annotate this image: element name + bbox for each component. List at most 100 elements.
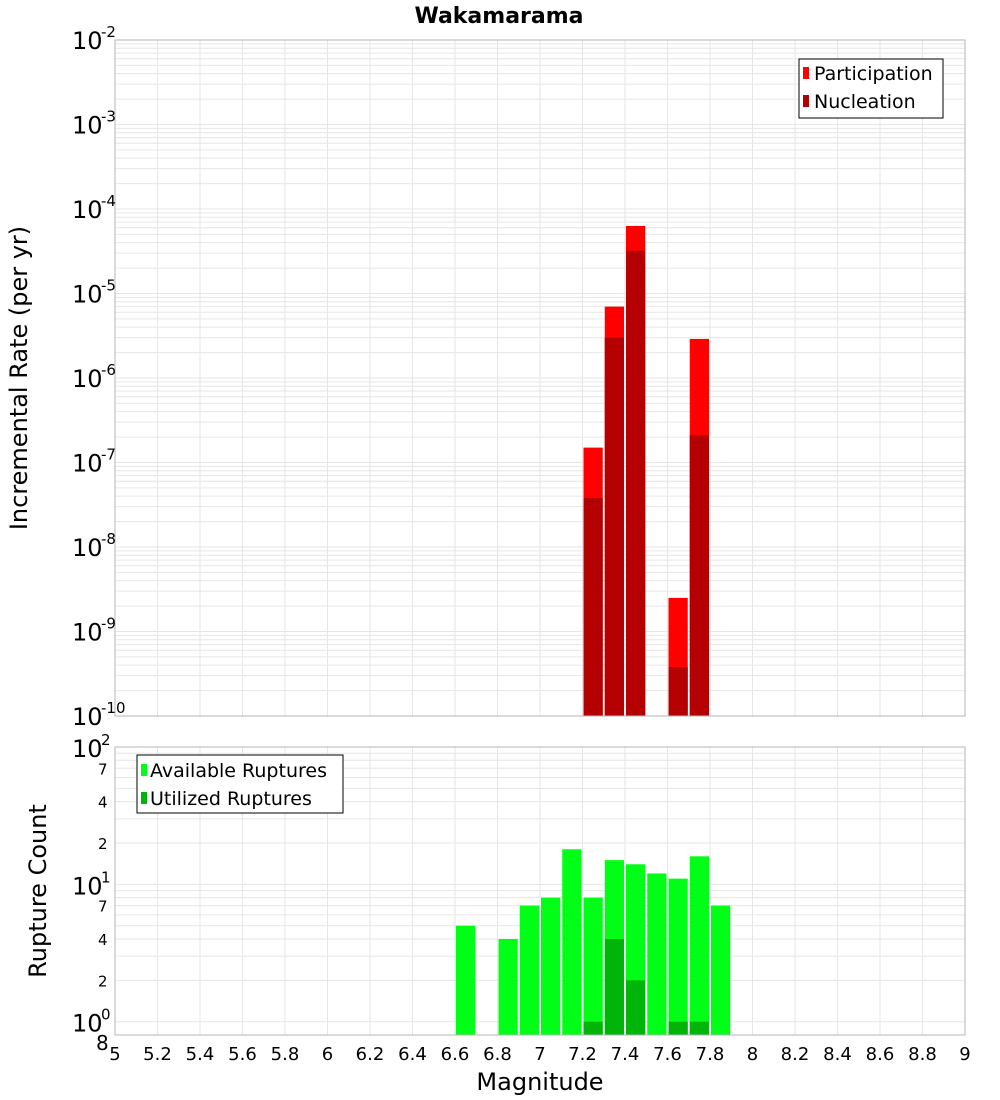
available-bar [519,905,539,1035]
rate-y-tick-exponent: -3 [101,108,116,126]
available-bar [498,939,518,1035]
x-tick-label: 7 [534,1044,545,1065]
count-y-tick-base: 10 [72,872,103,900]
nucleation-bar [689,435,709,716]
x-tick-label: 6.2 [356,1044,385,1065]
available-swatch [141,764,147,776]
available-bar [647,873,667,1035]
rate-plot-bars [583,225,709,716]
x-tick-label: 6.4 [398,1044,427,1065]
x-tick-labels: 5 5.2 5.4 5.6 5.8 6 6.2 6.4 6.6 6.8 7 7.2 7.4 7.6 7.8 8… [109,1044,970,1065]
x-tick-label: 8.2 [781,1044,810,1065]
x-tick-label: 6.8 [483,1044,512,1065]
x-tick-label: 7.2 [568,1044,597,1065]
rate-y-tick-label: 10-2 [72,23,116,55]
count-y-tick-base: 10 [72,735,103,763]
nucleation-legend-label: Nucleation [814,91,916,113]
count-y-minor-tick: 2 [98,835,108,853]
available-legend-label: Available Ruptures [150,760,327,782]
utilized-bar [604,939,624,1035]
rate-y-tick-exponent: -5 [101,277,116,295]
rate-y-tick-exponent: -4 [101,192,116,210]
count-plot-frame [114,746,966,1036]
rate-y-tick-label: 10-3 [72,108,116,140]
rate-y-tick-base: 10 [72,703,103,731]
utilized-legend-label: Utilized Ruptures [150,788,312,810]
count-y-tick-exponent: 1 [101,868,111,886]
available-bar [583,897,603,1035]
x-tick-label: 6.6 [441,1044,470,1065]
count-y-tick-base: 10 [72,1010,103,1038]
x-tick-label: 7.6 [653,1044,682,1065]
x-axis-label: Magnitude [476,1068,603,1096]
nucleation-bar [626,250,646,716]
count-y-tick-label: 100 [72,1006,111,1038]
utilized-bar [668,1021,688,1035]
rate-y-tick-exponent: -8 [101,530,116,548]
rate-y-tick-base: 10 [72,281,103,309]
count-y-minor-tick: 4 [98,931,108,949]
x-tick-label: 6 [322,1044,333,1065]
utilized-bar [689,1021,709,1035]
count-y-tick-label: 102 [72,731,111,763]
nucleation-bar [583,498,603,716]
utilized-swatch [141,792,147,804]
rate-y-axis-label: Incremental Rate (per yr) [5,226,33,530]
rate-legend-box [798,58,944,119]
x-tick-label: 5.2 [143,1044,172,1065]
x-tick-label: 8.8 [908,1044,937,1065]
available-bar [689,856,709,1035]
count-y-minor-tick: 7 [98,898,108,916]
rate-y-tick-base: 10 [72,450,103,478]
nucleation-swatch [803,95,809,107]
rate-y-tick-base: 10 [72,112,103,140]
available-bar [456,925,476,1035]
rate-y-tick-label: 10-8 [72,530,116,562]
available-bar [541,897,561,1035]
chart-title: Wakamarama [414,4,583,29]
count-plot-bars [456,849,731,1035]
rate-legend: Participation Nucleation [798,58,944,119]
rate-plot: 10-210-310-410-510-610-710-810-910-10 In… [5,23,966,731]
count-legend: Available Ruptures Utilized Ruptures [136,754,344,814]
x-tick-label: 8.4 [823,1044,852,1065]
x-tick-label: 5.8 [271,1044,300,1065]
count-y-minor-tick: 7 [98,760,108,778]
count-y-tick-label: 101 [72,868,111,900]
utilized-bar [626,980,646,1035]
rate-y-tick-exponent: -10 [101,699,126,717]
x-tick-label: 5.6 [228,1044,257,1065]
count-legend-box [136,754,344,814]
nucleation-bar [668,667,688,716]
count-y-axis-label: Rupture Count [24,804,52,978]
rate-y-tick-base: 10 [72,619,103,647]
available-bar [668,878,688,1035]
rate-y-tick-exponent: -9 [101,615,116,633]
rate-y-ticks: 10-210-310-410-510-610-710-810-910-10 [72,23,126,731]
count-y-minor-tick: 4 [98,794,108,812]
rate-plot-grid [114,40,966,717]
rate-y-tick-exponent: -6 [101,361,116,379]
rate-plot-frame [114,39,966,717]
participation-legend-label: Participation [814,63,933,85]
rate-y-tick-base: 10 [72,27,103,55]
rate-y-tick-base: 10 [72,196,103,224]
rate-y-tick-base: 10 [72,365,103,393]
x-tick-label: 5.4 [186,1044,215,1065]
available-bar [562,849,582,1035]
participation-swatch [803,67,809,79]
x-tick-label: 7.4 [611,1044,640,1065]
rate-y-tick-label: 10-6 [72,361,116,393]
x-tick-label: 8 [747,1044,758,1065]
rate-y-tick-label: 10-7 [72,446,116,478]
rate-y-tick-exponent: -7 [101,446,116,464]
rate-y-tick-label: 10-4 [72,192,116,224]
available-bar [711,905,731,1035]
x-tick-label: 8.6 [866,1044,895,1065]
count-y-minor-tick: 2 [98,972,108,990]
rate-y-tick-label: 10-10 [72,699,126,731]
count-y-tick-exponent: 0 [101,1006,111,1024]
